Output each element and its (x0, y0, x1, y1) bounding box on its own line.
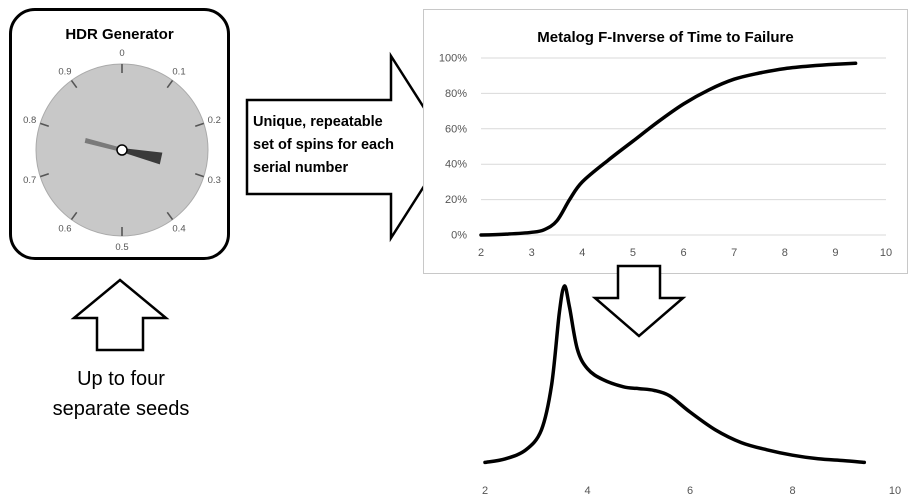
seeds-caption-line-2: separate seeds (52, 398, 190, 420)
pdf-x-tick-label: 8 (789, 485, 795, 497)
arrow-caption: Unique, repeatable set of spins for each… (253, 111, 433, 180)
seeds-caption: Up to four separate seeds (20, 364, 222, 424)
pdf-x-tick-label: 4 (584, 485, 590, 497)
cdf-chart-panel (423, 9, 908, 274)
pdf-x-tick-label: 6 (687, 485, 693, 497)
arrow-caption-line-3: serial number (253, 160, 349, 176)
pdf-x-tick-label: 10 (889, 485, 901, 497)
hdr-generator-panel (9, 8, 230, 260)
hdr-generator-title: HDR Generator (65, 26, 174, 43)
pdf-x-tick-label: 2 (482, 485, 488, 497)
cdf-chart-title: Metalog F-Inverse of Time to Failure (537, 29, 794, 46)
seeds-caption-line-1: Up to four (77, 368, 165, 390)
arrow-caption-line-2: set of spins for each (253, 137, 395, 153)
pdf-series-line (483, 284, 867, 465)
arrow-caption-line-1: Unique, repeatable (253, 114, 383, 130)
